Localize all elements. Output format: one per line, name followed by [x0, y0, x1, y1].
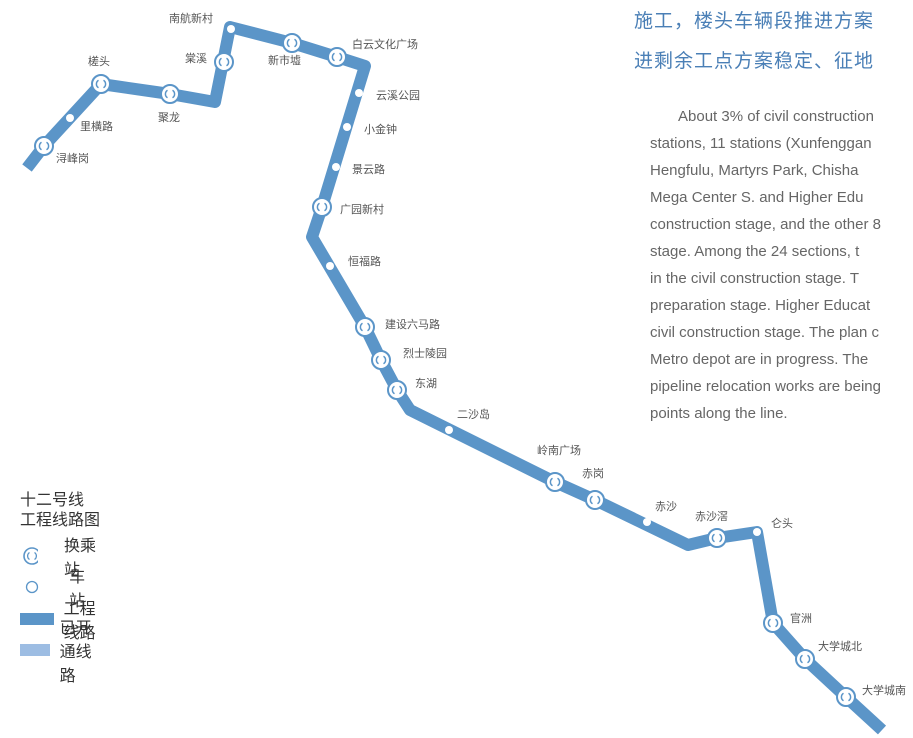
station-label: 小金钟 — [364, 122, 397, 136]
body-line: Hengfulu, Martyrs Park, Chisha — [650, 162, 859, 179]
station-dot-icon — [326, 262, 334, 270]
station-icon — [25, 580, 39, 594]
interchange-station-icon — [795, 649, 815, 669]
station-label: 仑头 — [771, 516, 793, 530]
station-label: 浔峰岗 — [56, 152, 89, 165]
station-label: 槎头 — [88, 54, 110, 68]
interchange-station-icon — [34, 136, 54, 156]
station-label: 南航新村 — [169, 11, 213, 25]
heading-line-2: 进剩余工点方案稳定、征地 — [634, 50, 875, 72]
station-label: 官洲 — [790, 611, 812, 625]
station-label: 建设六马路 — [385, 317, 440, 331]
body-line: pipeline relocation works are being — [650, 378, 881, 395]
interchange-station-icon — [91, 74, 111, 94]
interchange-station-icon — [160, 84, 180, 104]
interchange-station-icon — [355, 317, 375, 337]
station-dot-icon — [753, 528, 761, 536]
body-line: construction stage, and the other 8 — [650, 216, 881, 233]
interchange-station-icon — [707, 528, 727, 548]
station-label: 烈士陵园 — [403, 346, 447, 360]
construction-line-swatch — [20, 613, 54, 625]
station-label: 棠溪 — [185, 52, 207, 65]
legend-item-interchange: 换乘站 — [20, 536, 100, 579]
station-label: 东湖 — [415, 377, 437, 390]
interchange-station-icon — [327, 47, 347, 67]
station-dot-icon — [66, 114, 74, 122]
station-label: 岭南广场 — [537, 443, 581, 457]
legend-label-construction-line: 工程线路 — [63, 599, 96, 642]
line-12-route — [22, 21, 887, 735]
legend-title-line-2: 工程线路图 — [20, 510, 101, 529]
legend: 十二号线 工程线路图 换乘站 车站 工程线路 已开通线路 — [20, 490, 101, 685]
station-label: 云溪公园 — [376, 89, 420, 102]
station-label: 大学城南 — [862, 683, 906, 697]
heading-line-1: 施工，楼头车辆段推进方案 — [634, 10, 875, 32]
station-label: 大学城北 — [818, 639, 862, 653]
interchange-station-icon — [763, 613, 783, 633]
station-dot-icon — [445, 426, 453, 434]
legend-label-interchange: 换乘站 — [64, 536, 97, 579]
station-label: 里横路 — [80, 119, 113, 133]
station-label: 新市墟 — [268, 53, 301, 67]
station-label: 赤沙滘 — [695, 510, 728, 523]
station-dot-icon — [343, 123, 351, 131]
interchange-station-icon — [836, 687, 856, 707]
station-label: 白云文化广场 — [352, 37, 418, 51]
legend-item-construction-line: 工程线路 — [20, 599, 102, 642]
station-label: 赤岗 — [582, 467, 604, 480]
station-dot-icon — [227, 25, 235, 33]
legend-label-station: 车站 — [69, 567, 86, 610]
legend-title-line-1: 十二号线 — [20, 490, 85, 509]
body-line: Metro depot are in progress. The — [650, 351, 869, 368]
station-dot-icon — [355, 89, 363, 97]
station-label: 恒福路 — [348, 254, 381, 268]
station-label: 广园新村 — [340, 202, 384, 216]
body-line: preparation stage. Higher Educat — [650, 297, 871, 314]
interchange-station-icon — [282, 33, 302, 53]
station-label: 赤沙 — [655, 500, 677, 513]
station-dot-icon — [332, 163, 340, 171]
body-line: in the civil construction stage. T — [650, 270, 859, 287]
interchange-station-icon — [585, 490, 605, 510]
legend-label-opened-line: 已开通线路 — [59, 618, 92, 685]
station-label: 聚龙 — [158, 111, 180, 124]
body-line: stations, 11 stations (Xunfenggan — [650, 135, 872, 152]
body-line: Mega Center S. and Higher Edu — [650, 189, 864, 206]
body-line: points along the line. — [650, 405, 788, 422]
interchange-icon — [23, 547, 38, 565]
legend-item-station: 车站 — [20, 567, 100, 610]
interchange-station-icon — [312, 197, 332, 217]
interchange-station-icon — [387, 380, 407, 400]
interchange-station-icon — [214, 52, 234, 72]
interchange-station-icon — [545, 472, 565, 492]
body-line: About 3% of civil construction — [678, 108, 874, 125]
station-label: 景云路 — [352, 163, 385, 176]
body-line: stage. Among the 24 sections, t — [650, 243, 860, 260]
legend-item-opened-line: 已开通线路 — [20, 618, 102, 685]
interchange-station-icon — [371, 350, 391, 370]
station-dot-icon — [643, 518, 651, 526]
opened-line-swatch — [20, 644, 50, 656]
body-line: civil construction stage. The plan c — [650, 324, 880, 341]
station-label: 二沙岛 — [457, 407, 490, 421]
body-paragraph: About 3% of civil construction stations, … — [650, 103, 913, 427]
